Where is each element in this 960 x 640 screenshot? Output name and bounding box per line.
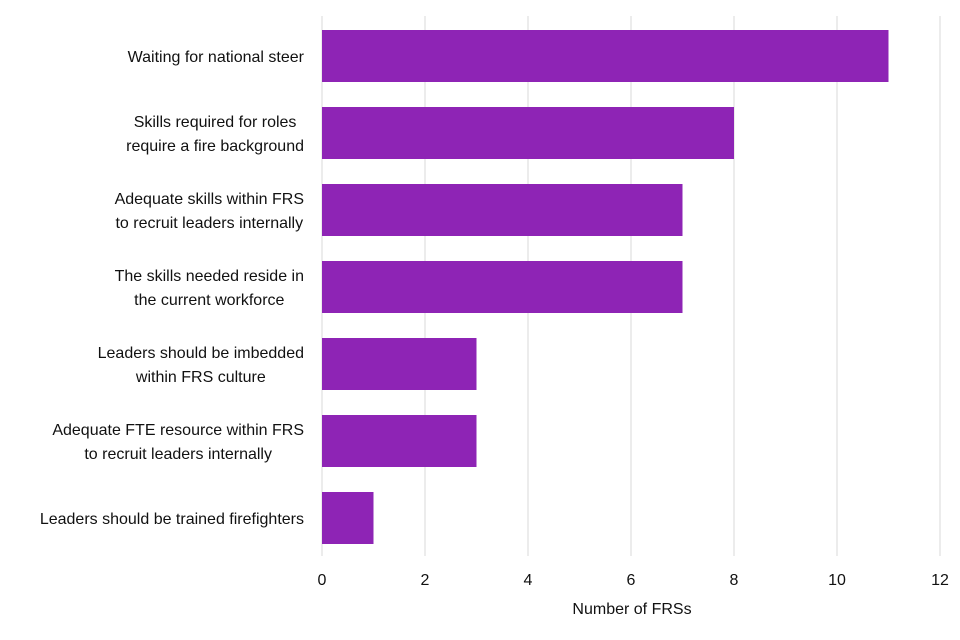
bar — [322, 261, 683, 313]
x-tick-label: 6 — [627, 572, 636, 589]
x-tick-label: 12 — [931, 572, 949, 589]
category-label: within FRS culture — [135, 369, 266, 386]
bar — [322, 338, 477, 390]
bar — [322, 184, 683, 236]
category-label: Waiting for national steer — [128, 49, 305, 66]
category-label: Leaders should be imbedded — [98, 345, 304, 362]
x-axis-title: Number of FRSs — [572, 601, 691, 618]
category-label: the current workforce — [134, 292, 284, 309]
category-label: to recruit leaders internally — [115, 215, 303, 232]
x-axis-tick-labels: 0 2 4 6 8 10 12 — [318, 572, 949, 589]
x-tick-label: 10 — [828, 572, 846, 589]
category-label: The skills needed reside in — [115, 268, 304, 285]
category-labels: Waiting for national steer Skills require… — [40, 49, 305, 528]
category-label: require a fire background — [126, 138, 304, 155]
category-label: to recruit leaders internally — [84, 446, 272, 463]
bar — [322, 30, 889, 82]
bars — [322, 30, 889, 544]
bar — [322, 492, 374, 544]
x-tick-label: 4 — [524, 572, 533, 589]
bar — [322, 107, 734, 159]
x-tick-label: 0 — [318, 572, 327, 589]
x-tick-label: 8 — [730, 572, 739, 589]
x-tick-label: 2 — [421, 572, 430, 589]
category-label: Adequate FTE resource within FRS — [52, 422, 304, 439]
category-label: Adequate skills within FRS — [115, 191, 304, 208]
bar — [322, 415, 477, 467]
category-label: Skills required for roles — [134, 114, 297, 131]
category-label: Leaders should be trained firefighters — [40, 511, 304, 528]
